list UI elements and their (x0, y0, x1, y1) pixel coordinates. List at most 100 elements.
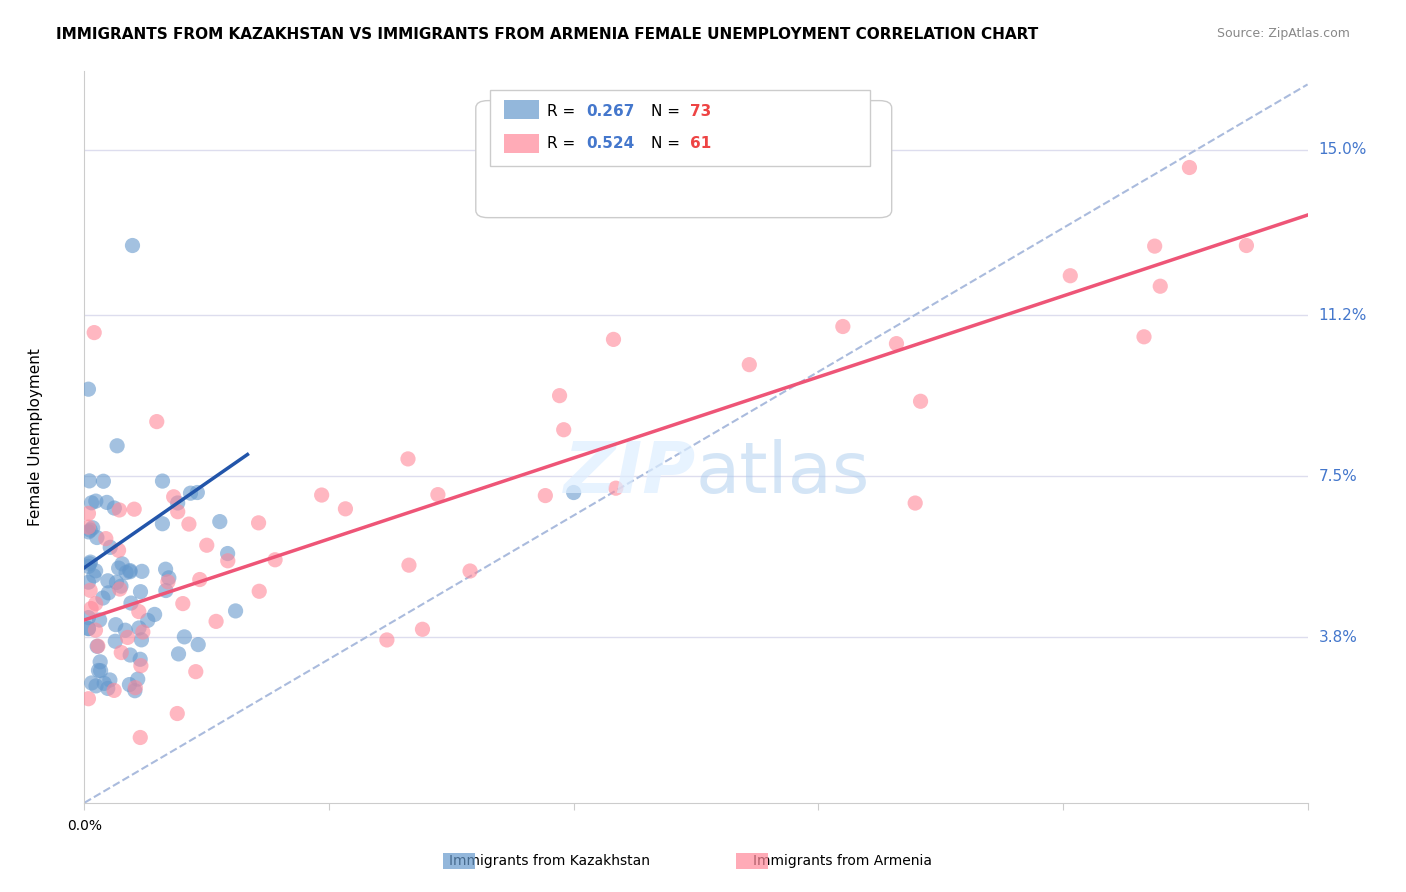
Immigrants from Kazakhstan (115, 566, 138, 580)
Immigrants from Armenia (1178, 161, 1201, 175)
Immigrants from Armenia (910, 394, 932, 409)
Immigrants from Kazakhstan (98, 541, 121, 555)
Immigrants from Armenia (177, 517, 200, 532)
Immigrants from Kazakhstan (103, 501, 125, 516)
Immigrants from Armenia (156, 574, 179, 589)
FancyBboxPatch shape (475, 101, 891, 218)
Immigrants from Armenia (1133, 330, 1156, 344)
Text: 0.0%: 0.0% (67, 819, 101, 833)
Immigrants from Kazakhstan (186, 485, 208, 500)
Immigrants from Armenia (1149, 279, 1171, 293)
Immigrants from Armenia (172, 597, 194, 611)
Immigrants from Armenia (107, 543, 129, 558)
Immigrants from Kazakhstan (131, 632, 153, 647)
Immigrants from Kazakhstan (77, 575, 100, 590)
Immigrants from Kazakhstan (104, 617, 127, 632)
Immigrants from Kazakhstan (129, 584, 152, 599)
Immigrants from Armenia (1143, 239, 1166, 253)
Immigrants from Kazakhstan (84, 564, 107, 578)
Immigrants from Kazakhstan (98, 673, 121, 687)
Immigrants from Armenia (129, 731, 152, 745)
Immigrants from Armenia (77, 507, 100, 521)
Immigrants from Armenia (738, 358, 761, 372)
Immigrants from Kazakhstan (97, 574, 120, 588)
Immigrants from Armenia (166, 505, 188, 519)
Text: Immigrants from Armenia: Immigrants from Armenia (754, 854, 932, 868)
Immigrants from Armenia (103, 683, 125, 698)
Immigrants from Kazakhstan (105, 575, 128, 590)
Immigrants from Armenia (163, 490, 186, 504)
Immigrants from Armenia (548, 389, 571, 403)
Immigrants from Kazakhstan (86, 531, 108, 545)
Immigrants from Kazakhstan (127, 672, 149, 686)
Immigrants from Kazakhstan (217, 547, 239, 561)
Immigrants from Armenia (396, 451, 419, 466)
Text: R =: R = (547, 104, 579, 120)
Immigrants from Armenia (87, 639, 110, 653)
Immigrants from Armenia (904, 496, 927, 510)
Immigrants from Armenia (128, 605, 150, 619)
Immigrants from Kazakhstan (124, 683, 146, 698)
Immigrants from Kazakhstan (79, 555, 101, 569)
Immigrants from Kazakhstan (121, 238, 143, 252)
Immigrants from Kazakhstan (77, 382, 100, 396)
Immigrants from Kazakhstan (136, 614, 159, 628)
FancyBboxPatch shape (737, 853, 768, 869)
Text: Female Unemployment: Female Unemployment (28, 348, 44, 526)
Text: R =: R = (547, 136, 579, 152)
Immigrants from Armenia (195, 538, 218, 552)
Immigrants from Kazakhstan (152, 474, 174, 488)
Immigrants from Armenia (247, 516, 270, 530)
Text: 11.2%: 11.2% (1319, 308, 1367, 323)
Immigrants from Kazakhstan (87, 664, 110, 678)
Immigrants from Armenia (145, 415, 167, 429)
Immigrants from Armenia (166, 706, 188, 721)
Immigrants from Armenia (84, 597, 107, 611)
Text: N =: N = (651, 104, 685, 120)
Text: atlas: atlas (696, 439, 870, 508)
Immigrants from Armenia (79, 583, 101, 598)
Immigrants from Kazakhstan (118, 677, 141, 691)
Immigrants from Kazakhstan (82, 521, 104, 535)
Immigrants from Kazakhstan (89, 613, 111, 627)
Immigrants from Kazakhstan (79, 474, 101, 488)
Immigrants from Armenia (605, 481, 627, 495)
Immigrants from Armenia (375, 632, 398, 647)
Immigrants from Armenia (108, 503, 131, 517)
Immigrants from Kazakhstan (157, 571, 180, 585)
Immigrants from Kazakhstan (91, 591, 114, 605)
Text: IMMIGRANTS FROM KAZAKHSTAN VS IMMIGRANTS FROM ARMENIA FEMALE UNEMPLOYMENT CORREL: IMMIGRANTS FROM KAZAKHSTAN VS IMMIGRANTS… (56, 27, 1039, 42)
Immigrants from Kazakhstan (77, 559, 100, 574)
Text: 73: 73 (690, 104, 711, 120)
Immigrants from Kazakhstan (84, 679, 107, 693)
Immigrants from Armenia (602, 332, 624, 346)
Immigrants from Kazakhstan (120, 648, 142, 662)
FancyBboxPatch shape (503, 100, 540, 119)
Text: Immigrants from Kazakhstan: Immigrants from Kazakhstan (449, 854, 650, 868)
Immigrants from Armenia (83, 326, 105, 340)
Immigrants from Armenia (122, 502, 145, 516)
Immigrants from Kazakhstan (120, 596, 142, 610)
Immigrants from Kazakhstan (77, 610, 100, 624)
Immigrants from Kazakhstan (80, 676, 103, 690)
Immigrants from Kazakhstan (128, 621, 150, 635)
Immigrants from Kazakhstan (79, 523, 101, 537)
Immigrants from Kazakhstan (166, 496, 188, 510)
Immigrants from Kazakhstan (86, 640, 108, 654)
Immigrants from Kazakhstan (77, 524, 100, 539)
FancyBboxPatch shape (503, 135, 540, 153)
Immigrants from Kazakhstan (90, 664, 112, 678)
Immigrants from Kazakhstan (173, 630, 195, 644)
Immigrants from Armenia (84, 623, 107, 637)
Immigrants from Armenia (132, 625, 155, 640)
Immigrants from Kazakhstan (110, 579, 132, 593)
Text: 3.8%: 3.8% (1319, 630, 1358, 645)
Immigrants from Armenia (1059, 268, 1081, 283)
Immigrants from Armenia (205, 615, 228, 629)
Immigrants from Kazakhstan (97, 681, 120, 696)
Immigrants from Armenia (94, 532, 117, 546)
Immigrants from Kazakhstan (97, 586, 120, 600)
Immigrants from Armenia (117, 631, 139, 645)
Text: 15.0%: 15.0% (1319, 142, 1367, 157)
Immigrants from Armenia (184, 665, 207, 679)
